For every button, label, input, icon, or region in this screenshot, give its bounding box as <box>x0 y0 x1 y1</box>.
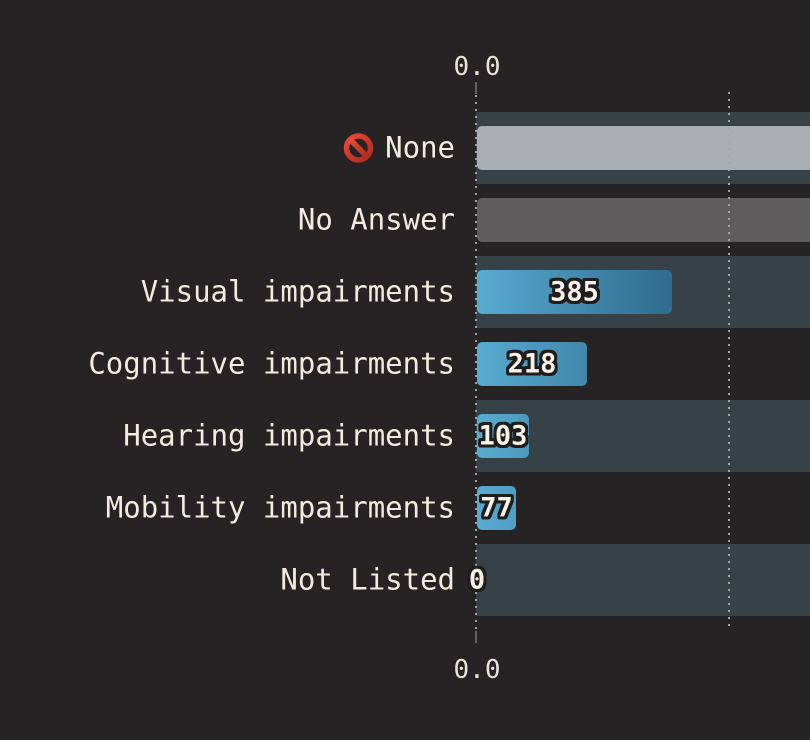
gridline-secondary <box>728 92 730 630</box>
bar <box>477 270 672 314</box>
category-label-text: None <box>385 130 455 165</box>
value-label: 77 <box>480 492 513 524</box>
category-label-text: No Answer <box>297 202 455 237</box>
category-label: None <box>343 133 455 164</box>
category-label-text: Cognitive impairments <box>88 346 455 381</box>
category-label: Not Listed <box>280 562 455 597</box>
category-label-text: Hearing impairments <box>123 418 455 453</box>
axis-label-top: 0.0 <box>453 52 501 82</box>
gridline-zero <box>475 95 477 631</box>
axis-tick-bottom <box>475 631 477 643</box>
category-label: Mobility impairments <box>105 490 455 525</box>
bar <box>477 486 516 530</box>
value-label: 0 <box>468 564 486 596</box>
category-label-text: Mobility impairments <box>105 490 455 525</box>
row-band <box>476 544 810 616</box>
category-label: Hearing impairments <box>123 418 455 453</box>
value-label: 385 <box>550 276 599 308</box>
bar <box>477 198 810 242</box>
row-band <box>476 400 810 472</box>
value-label: 103 <box>478 420 528 452</box>
bar <box>477 342 587 386</box>
bar <box>477 414 529 458</box>
bar <box>477 126 810 170</box>
axis-label-bottom: 0.0 <box>453 655 501 685</box>
no-entry-icon <box>343 133 374 164</box>
value-label: 218 <box>507 348 557 380</box>
axis-tick-top <box>475 82 477 94</box>
category-label: Visual impairments <box>140 274 455 309</box>
category-label: No Answer <box>297 202 455 237</box>
category-label-text: Not Listed <box>280 562 455 597</box>
category-label-text: Visual impairments <box>140 274 455 309</box>
category-label: Cognitive impairments <box>88 346 455 381</box>
